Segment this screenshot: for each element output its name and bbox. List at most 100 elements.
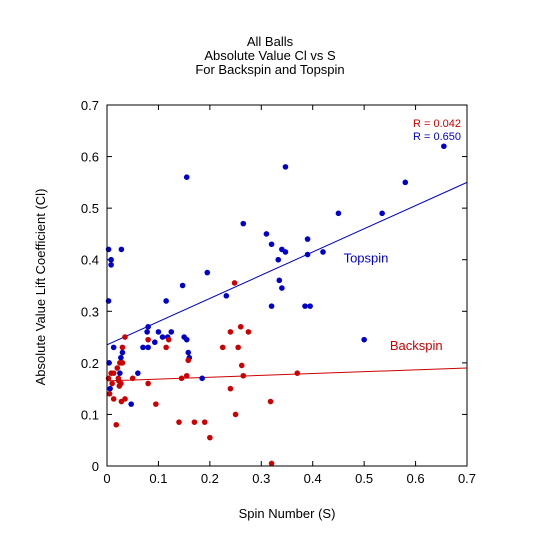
- backspin-point: [176, 419, 182, 425]
- backspin-point: [183, 372, 190, 379]
- y-tick-label: 0.6: [81, 150, 99, 165]
- topspin-point: [223, 293, 230, 299]
- topspin-point: [119, 349, 126, 356]
- chart-title-line-3: For Backspin and Topspin: [195, 62, 345, 77]
- backspin-point: [110, 370, 117, 376]
- backspin-point: [165, 336, 172, 343]
- backspin-point: [294, 370, 301, 376]
- y-tick-label: 0.5: [81, 201, 99, 216]
- x-tick-label: 0: [103, 471, 110, 486]
- topspin-point: [441, 143, 447, 150]
- x-tick-label: 0.4: [304, 471, 322, 486]
- topspin-point: [185, 349, 192, 356]
- points-layer: [105, 143, 447, 467]
- y-tick-label: 0.2: [81, 356, 99, 371]
- topspin-point: [279, 285, 285, 291]
- topspin-point: [307, 303, 313, 309]
- topspin-point: [163, 298, 169, 304]
- backspin-fit-line: [106, 367, 468, 382]
- chart-title-line-1: All Balls: [246, 34, 294, 49]
- topspin-point: [268, 303, 275, 309]
- topspin-point: [183, 336, 190, 343]
- topspin-point: [402, 179, 409, 186]
- backspin-point: [122, 334, 128, 340]
- backspin-point: [106, 391, 113, 397]
- backspin-point: [237, 323, 244, 330]
- backspin-point: [235, 344, 241, 351]
- x-tick-label: 0.7: [458, 471, 476, 486]
- backspin-point: [109, 380, 115, 387]
- ticks-layer: 0 0.1 0.2 0.3 0.4 0.5 0.6 0.7 0 0.1 0.2 0.3 0.4 0.5 0.…: [81, 98, 476, 486]
- backspin-point: [178, 375, 185, 382]
- topspin-point: [159, 334, 166, 340]
- backspin-annotation: Backspin: [390, 338, 443, 353]
- topspin-point: [179, 282, 186, 289]
- backspin-point: [145, 336, 151, 343]
- topspin-point: [155, 329, 162, 335]
- backspin-point: [153, 401, 159, 407]
- topspin-point: [117, 370, 123, 376]
- topspin-point: [168, 329, 175, 335]
- topspin-point: [108, 262, 114, 268]
- topspin-point: [140, 344, 146, 351]
- backspin-point: [267, 398, 274, 405]
- topspin-point: [302, 303, 308, 309]
- topspin-point: [361, 336, 367, 343]
- backspin-point: [268, 460, 275, 467]
- backspin-point: [227, 329, 234, 335]
- topspin-point: [118, 246, 125, 253]
- topspin-point: [263, 231, 270, 237]
- topspin-point: [275, 256, 282, 263]
- topspin-point: [110, 344, 117, 351]
- y-tick-label: 0.3: [81, 304, 99, 319]
- topspin-point: [204, 269, 211, 276]
- topspin-point: [106, 360, 112, 366]
- topspin-point: [118, 354, 124, 361]
- backspin-point: [207, 434, 213, 441]
- backspin-point: [232, 411, 239, 418]
- topspin-point: [128, 401, 134, 407]
- topspin-point: [335, 210, 342, 217]
- x-axis-label: Spin Number (S): [239, 506, 336, 521]
- x-tick-label: 0.6: [407, 471, 425, 486]
- topspin-point: [304, 251, 311, 258]
- backspin-point: [219, 344, 226, 351]
- backspin-point: [163, 344, 169, 351]
- backspin-point: [227, 385, 234, 392]
- topspin-point: [152, 339, 158, 346]
- topspin-point: [304, 236, 311, 242]
- topspin-r-value: R = 0.650: [413, 131, 461, 143]
- y-tick-label: 0.7: [81, 98, 99, 113]
- topspin-point: [108, 256, 114, 263]
- backspin-r-value: R = 0.042: [413, 118, 461, 130]
- backspin-point: [245, 329, 252, 335]
- plot-frame: [106, 104, 468, 467]
- backspin-point: [185, 357, 192, 364]
- topspin-point: [145, 323, 151, 330]
- backspin-point: [238, 362, 245, 369]
- topspin-point: [240, 220, 247, 227]
- topspin-point: [268, 241, 275, 248]
- topspin-point: [183, 174, 190, 180]
- backspin-point: [114, 365, 121, 371]
- topspin-annotation: Topspin: [344, 250, 389, 265]
- backspin-point: [191, 419, 198, 425]
- backspin-point: [119, 360, 126, 366]
- x-tick-label: 0.1: [149, 471, 167, 486]
- topspin-point: [144, 329, 150, 335]
- topspin-point: [145, 344, 151, 351]
- x-tick-label: 0.3: [252, 471, 270, 486]
- topspin-point: [379, 210, 385, 217]
- topspin-point: [107, 385, 113, 392]
- topspin-point: [135, 370, 141, 376]
- backspin-point: [110, 396, 117, 402]
- topspin-point: [282, 164, 289, 170]
- topspin-fit-line: [106, 181, 468, 346]
- y-tick-label: 0: [92, 459, 99, 474]
- backspin-point: [118, 380, 124, 387]
- topspin-point: [199, 375, 205, 382]
- backspin-point: [113, 421, 120, 428]
- topspin-point: [282, 249, 289, 255]
